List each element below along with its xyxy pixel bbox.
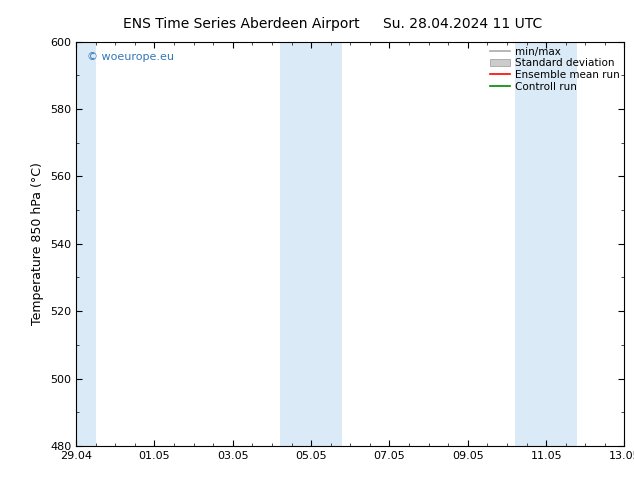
Bar xyxy=(280,42,342,446)
Text: ENS Time Series Aberdeen Airport: ENS Time Series Aberdeen Airport xyxy=(122,17,359,31)
Text: Su. 28.04.2024 11 UTC: Su. 28.04.2024 11 UTC xyxy=(383,17,543,31)
Y-axis label: Temperature 850 hPa (°C): Temperature 850 hPa (°C) xyxy=(32,162,44,325)
Bar xyxy=(515,42,578,446)
Legend: min/max, Standard deviation, Ensemble mean run, Controll run: min/max, Standard deviation, Ensemble me… xyxy=(488,45,621,94)
Text: © woeurope.eu: © woeurope.eu xyxy=(87,52,174,62)
Bar xyxy=(72,42,96,446)
